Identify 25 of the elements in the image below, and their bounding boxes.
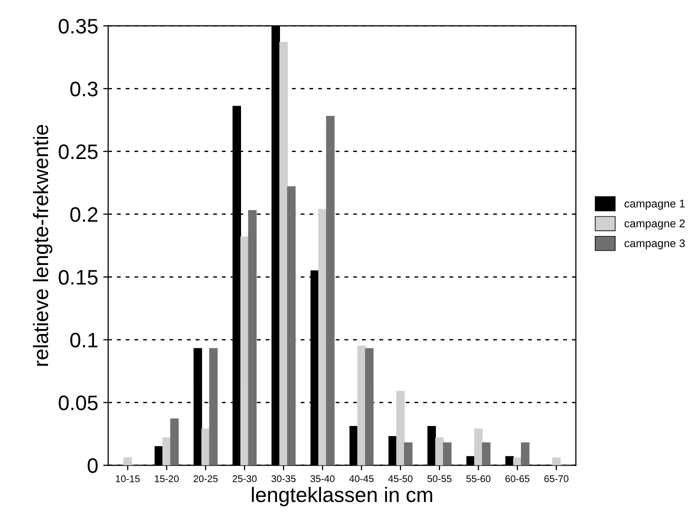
x-tick-label: 40-45 bbox=[349, 475, 374, 482]
legend-label: campagne 3 bbox=[624, 239, 685, 250]
y-tick-label: 0.35 bbox=[58, 18, 98, 34]
x-tick-label: 35-40 bbox=[310, 475, 335, 482]
y-tick-label: 0.15 bbox=[58, 270, 98, 285]
y-tick-label: 0.2 bbox=[70, 207, 98, 222]
x-tick-label: 60-65 bbox=[505, 475, 530, 482]
x-tick-label: 65-70 bbox=[544, 475, 568, 482]
x-tick-label: 10-15 bbox=[116, 475, 140, 482]
y-tick-label: 0.05 bbox=[58, 396, 98, 410]
y-tick-label: 0.3 bbox=[70, 82, 98, 96]
x-tick-label: 20-25 bbox=[194, 475, 218, 482]
y-tick-label: 0.25 bbox=[58, 144, 98, 160]
x-tick-label: 50-55 bbox=[427, 475, 452, 482]
x-tick-label: 55-60 bbox=[466, 475, 490, 482]
y-tick-label: 0 bbox=[88, 458, 98, 474]
y-tick-label: 0.1 bbox=[70, 332, 98, 348]
x-tick-label: 15-20 bbox=[154, 475, 179, 482]
legend-label: campagne 1 bbox=[624, 200, 685, 210]
x-axis-title: lengteklassen in cm bbox=[252, 486, 432, 506]
x-tick-label: 30-35 bbox=[272, 475, 296, 482]
x-tick-label: 45-50 bbox=[388, 475, 413, 482]
y-axis-title: relatieve lengte-frekwentie bbox=[32, 124, 52, 366]
x-tick-label: 25-30 bbox=[232, 475, 257, 482]
legend-label: campagne 2 bbox=[624, 219, 685, 230]
